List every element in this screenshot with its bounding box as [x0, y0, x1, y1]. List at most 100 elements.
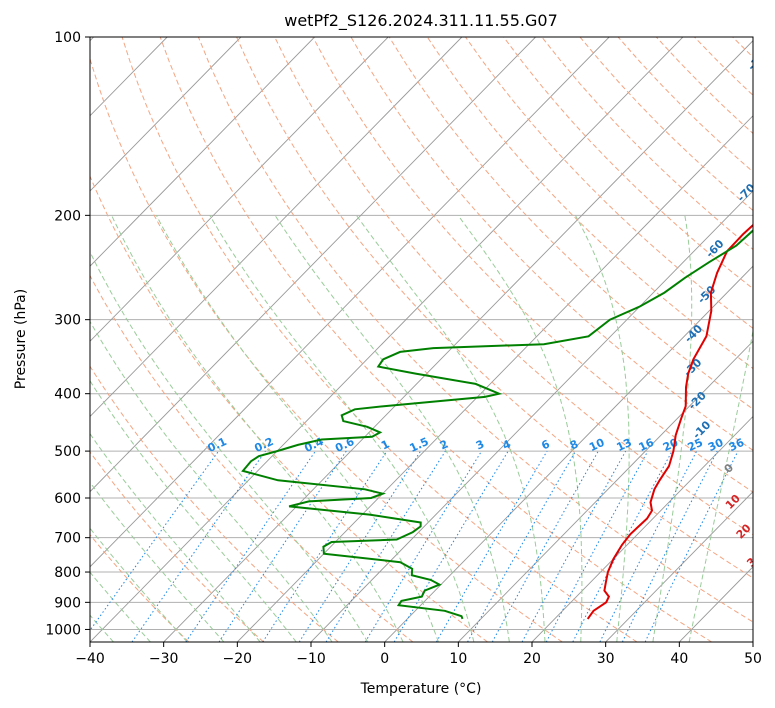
isotherm-label: -40 [682, 322, 705, 345]
dry-adiabat-line [579, 37, 753, 212]
mixing-ratio-label: 10 [587, 436, 607, 454]
mixing-ratio-label: 13 [615, 436, 634, 454]
x-tick-label: −10 [296, 651, 326, 667]
moist-adiabat-line [574, 215, 630, 642]
x-tick-label: −20 [223, 651, 253, 667]
dry-adiabat-line [465, 37, 753, 329]
dry-adiabat-line [159, 37, 712, 642]
y-tick-label: 900 [54, 595, 81, 611]
dry-adiabat-line [426, 37, 753, 370]
isotherm-label: 0 [722, 461, 737, 476]
isotherm-line [90, 37, 389, 342]
dry-adiabat-line [121, 37, 638, 642]
isotherm-label: -50 [695, 283, 718, 306]
isotherm-line [90, 37, 463, 418]
isotherm-label: 40 [761, 578, 775, 598]
dry-adiabat-line [732, 37, 753, 58]
isotherm-label: 20 [734, 521, 754, 541]
mixing-ratio-line [545, 450, 649, 642]
x-tick-label: 20 [523, 651, 541, 667]
moist-adiabat-line [90, 481, 225, 642]
x-tick-label: 0 [380, 651, 389, 667]
isotherm-line [384, 265, 753, 642]
moist-adiabat-line [90, 571, 151, 642]
y-tick-label: 400 [54, 387, 81, 403]
x-tick-label: 50 [744, 651, 762, 667]
isotherm-line [752, 641, 753, 642]
dry-adiabat-line [388, 37, 753, 410]
mixing-ratio-line [467, 450, 577, 642]
y-tick-label: 100 [54, 30, 81, 46]
moist-adiabat-line [274, 215, 510, 642]
mixing-ratio-label: 16 [637, 436, 657, 454]
mixing-ratio-label: 0.1 [206, 435, 229, 455]
isotherm-label: 10 [723, 492, 743, 512]
mixing-ratio-label: 0.4 [302, 435, 325, 455]
dry-adiabat-line [90, 533, 190, 642]
dry-adiabat-line [503, 37, 753, 290]
isotherm-line [605, 491, 753, 642]
mixing-ratio-label: 30 [706, 436, 726, 454]
isotherm-line [310, 190, 753, 642]
mixing-ratio-line [185, 450, 316, 642]
mixing-ratio-line [491, 450, 599, 642]
x-tick-label: −40 [75, 651, 105, 667]
y-tick-label: 1000 [45, 622, 81, 638]
y-axis-label: Pressure (hPa) [13, 289, 29, 389]
y-tick-label: 800 [54, 565, 81, 581]
moist-adiabat-line [90, 527, 188, 642]
mixing-ratio-label: 36 [727, 436, 747, 454]
dry-adiabat-line [90, 175, 488, 642]
isotherm-line [457, 340, 753, 642]
dry-adiabat-line [197, 37, 753, 623]
isotherm-label: -20 [686, 389, 709, 412]
dry-adiabat-line [655, 37, 753, 135]
moist-adiabat-line [652, 215, 693, 642]
dry-adiabat-line [90, 451, 264, 642]
x-axis-label: Temperature (°C) [360, 681, 482, 697]
mixing-ratio-line [131, 450, 266, 642]
y-tick-label: 600 [54, 491, 81, 507]
mixing-ratio-line [599, 450, 698, 642]
moist-adiabat-line [355, 215, 546, 642]
moist-adiabat-line [90, 250, 369, 642]
dry-adiabat-line [236, 37, 753, 579]
plot-area: 0.1 0.2 0.4 0.6 1 1.5 2 3 4 6 8 10 13 16 20 25 30 36-100-… [90, 37, 775, 642]
moist-adiabat-line [111, 215, 404, 642]
mixing-ratio-label: 2 [438, 437, 450, 452]
mixing-ratio-label: 1 [379, 437, 391, 452]
isotherm-line [90, 37, 315, 267]
axes: −40 −30 −20 −10 0 10 20 30 40 5010020030040050060… [45, 30, 762, 667]
isotherm-label: -80 [754, 135, 775, 158]
plot-frame [89, 36, 754, 643]
mixing-ratio-line [521, 450, 627, 642]
isotherm-line [90, 37, 610, 568]
x-tick-label: 10 [449, 651, 467, 667]
mixing-ratio-line [364, 450, 483, 642]
y-tick-label: 500 [54, 444, 81, 460]
isotherm-label: -100 [745, 44, 774, 73]
y-tick-label: 700 [54, 531, 81, 547]
mixing-ratio-line [218, 450, 347, 642]
isotherm-line [163, 40, 753, 642]
x-tick-label: 40 [670, 651, 688, 667]
dry-adiabat-line [312, 37, 753, 493]
isotherm-label: -90 [768, 90, 775, 113]
mixing-ratio-label: 4 [501, 437, 514, 452]
moist-adiabat-line [688, 328, 753, 642]
temperature-profile-line [586, 223, 753, 620]
isotherm-label: -70 [735, 181, 758, 204]
mixing-ratio-line [621, 450, 718, 642]
isotherm-line [90, 37, 536, 493]
y-tick-label: 300 [54, 313, 81, 329]
mixing-ratio-line [262, 450, 388, 642]
isotherm-label: 30 [744, 549, 764, 569]
y-tick-label: 200 [54, 208, 81, 224]
moist-adiabat-line [155, 215, 439, 642]
mixing-ratio-label: 8 [568, 437, 580, 452]
isotherm-line [90, 37, 684, 642]
chart-title: wetPf2_S126.2024.311.11.55.G07 [284, 11, 558, 31]
dry-adiabat-line [90, 56, 563, 642]
x-tick-label: 30 [597, 651, 615, 667]
